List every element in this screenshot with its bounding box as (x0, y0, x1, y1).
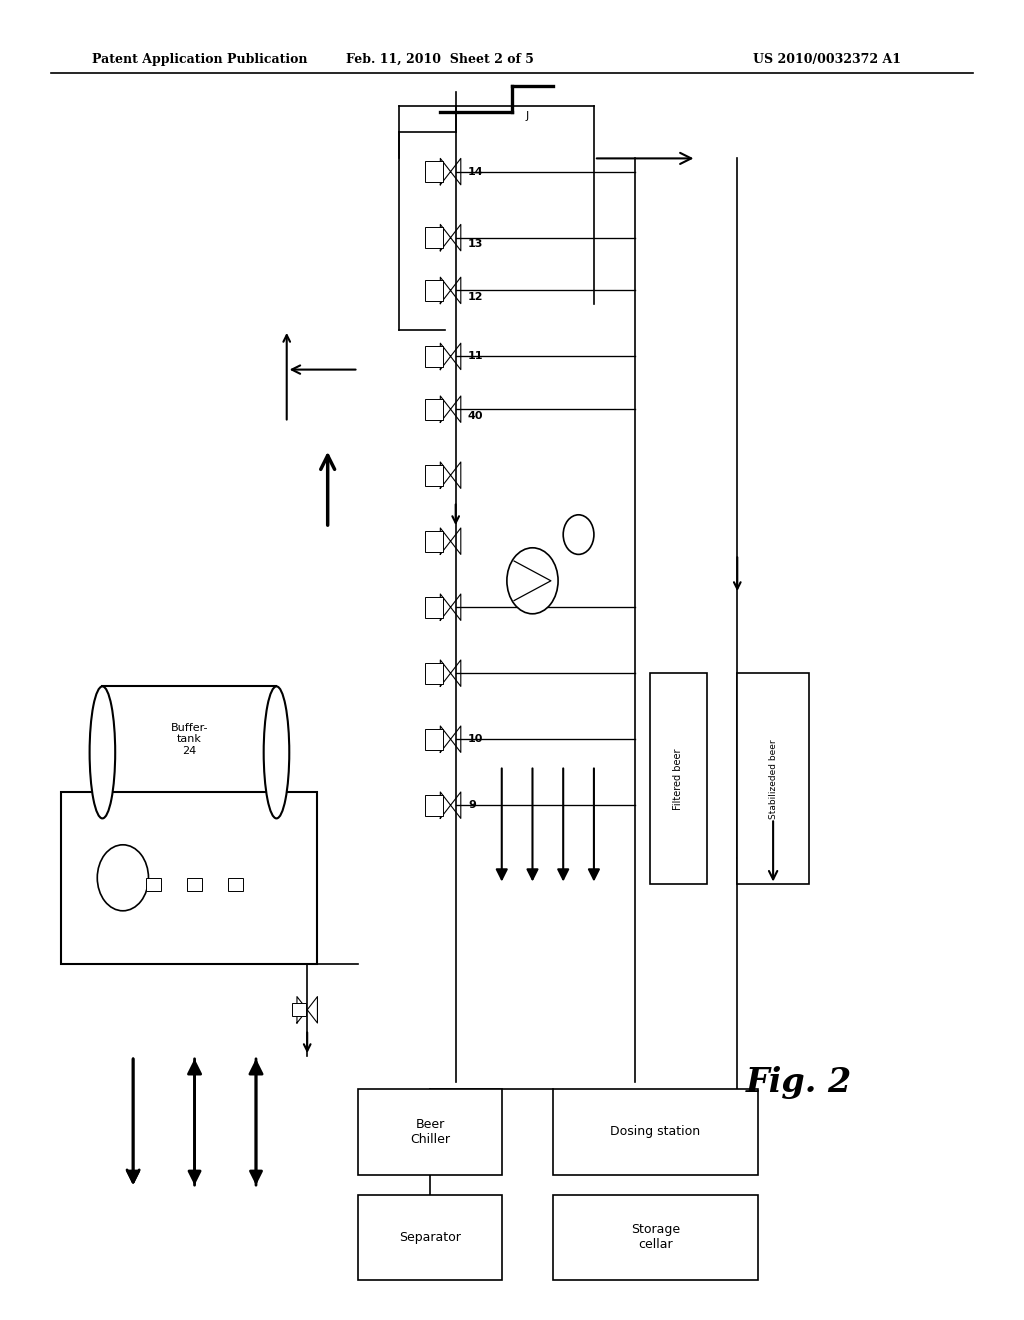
Text: ✦: ✦ (184, 840, 195, 850)
Bar (737, 673, 809, 884)
Bar (425, 663, 443, 684)
Bar (425, 161, 443, 182)
Text: 12: 12 (468, 292, 483, 302)
Text: US 2010/0032372 A1: US 2010/0032372 A1 (753, 53, 901, 66)
Bar (425, 531, 443, 552)
Circle shape (507, 548, 558, 614)
Ellipse shape (264, 686, 290, 818)
Circle shape (563, 515, 594, 554)
Bar (553, 1195, 758, 1280)
Ellipse shape (90, 686, 115, 818)
Bar (425, 399, 443, 420)
Bar (425, 729, 443, 750)
Text: Beer
Chiller: Beer Chiller (410, 1118, 451, 1146)
Bar (553, 1089, 758, 1175)
Text: Patent Application Publication: Patent Application Publication (92, 53, 307, 66)
Text: 40: 40 (468, 411, 483, 421)
Text: Buffer-
tank
24: Buffer- tank 24 (171, 722, 208, 756)
Text: Feb. 11, 2010  Sheet 2 of 5: Feb. 11, 2010 Sheet 2 of 5 (346, 53, 535, 66)
Bar (358, 1089, 502, 1175)
Bar (425, 227, 443, 248)
Circle shape (97, 845, 148, 911)
Text: Separator: Separator (399, 1232, 461, 1243)
Text: Storage
cellar: Storage cellar (631, 1224, 680, 1251)
Text: Fig. 2: Fig. 2 (745, 1067, 852, 1098)
Text: 14: 14 (468, 166, 483, 177)
Bar (650, 673, 707, 884)
Text: 9: 9 (468, 800, 476, 810)
Bar (187, 878, 202, 891)
Bar (292, 1003, 306, 1016)
Text: Filtered beer: Filtered beer (674, 748, 683, 809)
Text: J: J (525, 111, 529, 121)
Bar (425, 280, 443, 301)
Bar (146, 878, 161, 891)
Text: 11: 11 (468, 351, 483, 362)
Text: Dosing station: Dosing station (610, 1126, 700, 1138)
Bar (228, 878, 243, 891)
Bar (425, 597, 443, 618)
Bar (61, 792, 317, 964)
Text: Stabilizeded beer: Stabilizeded beer (769, 739, 777, 818)
Text: 13: 13 (468, 239, 483, 249)
Bar (425, 346, 443, 367)
Bar (358, 1195, 502, 1280)
Bar (102, 686, 276, 818)
Text: 10: 10 (468, 734, 483, 744)
Bar (425, 795, 443, 816)
Bar (425, 465, 443, 486)
